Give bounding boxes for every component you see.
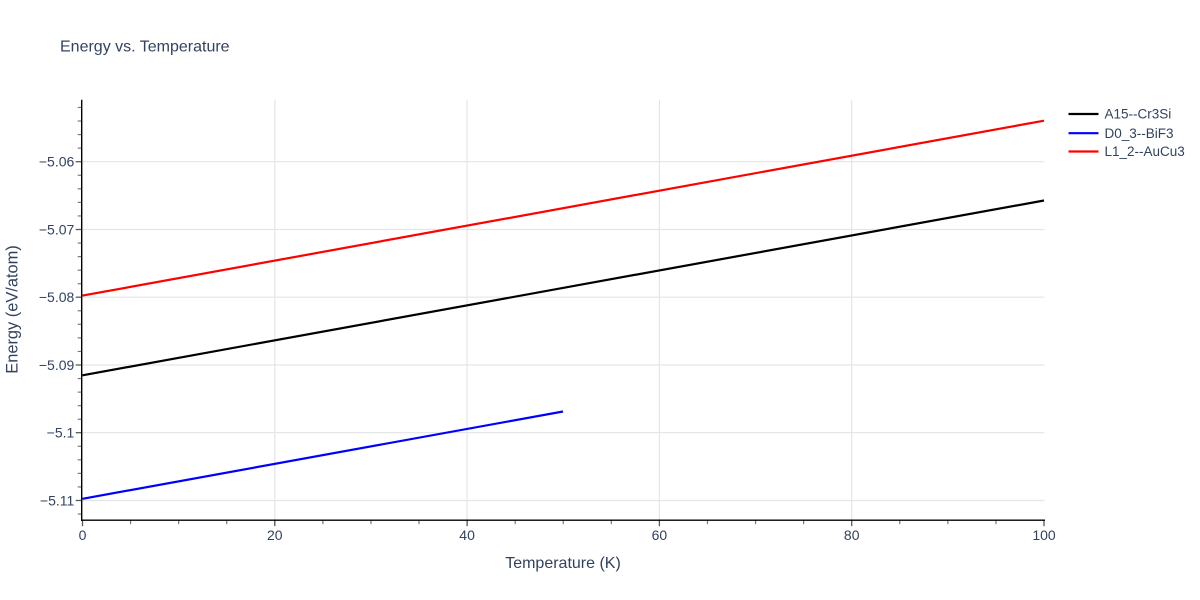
svg-text:0: 0 <box>79 527 87 543</box>
svg-text:−5.11: −5.11 <box>40 492 75 508</box>
svg-text:Energy (eV/atom): Energy (eV/atom) <box>4 245 22 373</box>
svg-text:Temperature (K): Temperature (K) <box>505 555 621 572</box>
svg-text:20: 20 <box>267 527 283 543</box>
svg-text:100: 100 <box>1032 527 1056 543</box>
svg-text:−5.08: −5.08 <box>39 289 75 305</box>
svg-text:L1_2--AuCu3: L1_2--AuCu3 <box>1105 144 1185 159</box>
svg-text:40: 40 <box>459 527 475 543</box>
svg-text:−5.09: −5.09 <box>39 357 75 373</box>
svg-text:−5.06: −5.06 <box>39 154 75 170</box>
svg-text:D0_3--BiF3: D0_3--BiF3 <box>1105 126 1174 141</box>
svg-text:A15--Cr3Si: A15--Cr3Si <box>1105 107 1172 122</box>
svg-text:Energy vs. Temperature: Energy vs. Temperature <box>60 38 230 55</box>
svg-text:60: 60 <box>652 527 668 543</box>
svg-text:−5.1: −5.1 <box>47 425 75 441</box>
svg-text:80: 80 <box>844 527 860 543</box>
svg-text:−5.07: −5.07 <box>39 221 75 237</box>
